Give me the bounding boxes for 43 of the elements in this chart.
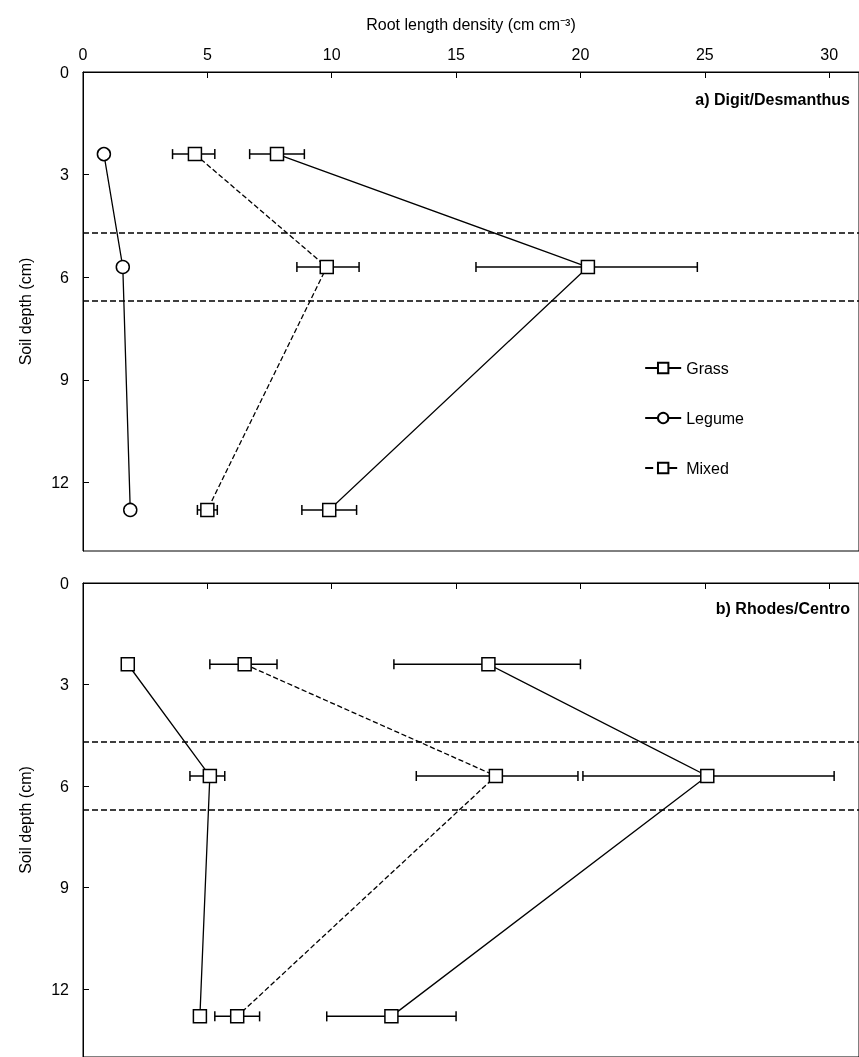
point <box>319 259 334 275</box>
point <box>481 657 496 672</box>
point <box>187 146 203 162</box>
y-tick-label: 3 <box>60 676 70 694</box>
point <box>120 657 136 672</box>
y-tick-label: 6 <box>60 777 70 795</box>
y-tick-label: 0 <box>60 574 70 592</box>
y-tick-label: 12 <box>51 474 70 492</box>
point <box>229 1009 245 1024</box>
legend-label: Legume <box>686 409 745 427</box>
y-axis-title: Soil depth (cm) <box>16 257 34 366</box>
y-tick-label: 0 <box>60 63 70 81</box>
y-tick-label: 3 <box>60 166 70 184</box>
point <box>269 146 285 162</box>
x-tick-label: 25 <box>695 45 714 63</box>
legend-label: Mixed <box>686 459 729 477</box>
y-tick-label: 6 <box>60 268 70 286</box>
y-tick-label: 12 <box>51 980 70 998</box>
x-tick-label: 10 <box>322 45 341 63</box>
point <box>123 502 138 518</box>
point <box>200 502 215 518</box>
point <box>202 768 218 784</box>
x-axis-title: Root length density (cm cm⁻³) <box>366 15 576 33</box>
point <box>488 768 504 784</box>
point <box>700 768 715 784</box>
x-tick-label: 20 <box>571 45 590 63</box>
point <box>384 1009 399 1024</box>
y-tick-label: 9 <box>60 879 70 897</box>
point <box>192 1009 208 1024</box>
x-tick-label: 0 <box>78 45 88 63</box>
point <box>96 146 112 162</box>
x-tick-label: 15 <box>447 45 466 63</box>
point <box>115 259 131 275</box>
point <box>580 259 596 275</box>
text: a) Digit/Desmanthus <box>695 90 851 108</box>
y-tick-label: 9 <box>60 371 70 389</box>
y-axis-title: Soil depth (cm) <box>16 766 34 874</box>
x-tick-label: 30 <box>820 45 839 63</box>
point <box>321 502 337 518</box>
text: b) Rhodes/Centro <box>715 599 851 617</box>
legend-label: Grass <box>686 359 729 377</box>
x-tick-label: 5 <box>202 45 212 63</box>
point <box>237 657 252 672</box>
